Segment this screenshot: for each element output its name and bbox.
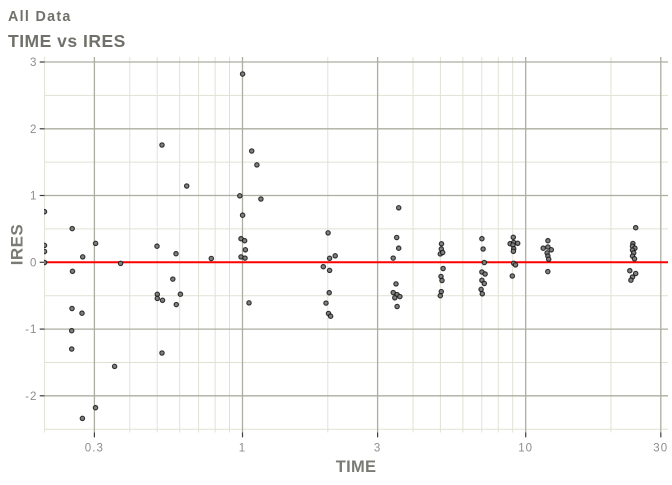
- svg-text:3: 3: [374, 443, 382, 455]
- svg-text:1: 1: [30, 191, 38, 203]
- svg-text:3: 3: [30, 57, 38, 69]
- svg-text:2: 2: [30, 124, 38, 136]
- svg-text:TIME vs IRES: TIME vs IRES: [8, 31, 126, 51]
- svg-text:30: 30: [653, 443, 668, 455]
- svg-text:0.3: 0.3: [85, 443, 104, 455]
- svg-text:All Data: All Data: [8, 9, 72, 25]
- svg-text:-1: -1: [25, 324, 37, 336]
- svg-text:-2: -2: [25, 391, 37, 403]
- svg-text:IRES: IRES: [7, 224, 26, 265]
- svg-text:TIME: TIME: [336, 458, 377, 476]
- svg-text:0: 0: [30, 257, 38, 269]
- svg-text:10: 10: [518, 443, 533, 455]
- svg-text:1: 1: [239, 443, 247, 455]
